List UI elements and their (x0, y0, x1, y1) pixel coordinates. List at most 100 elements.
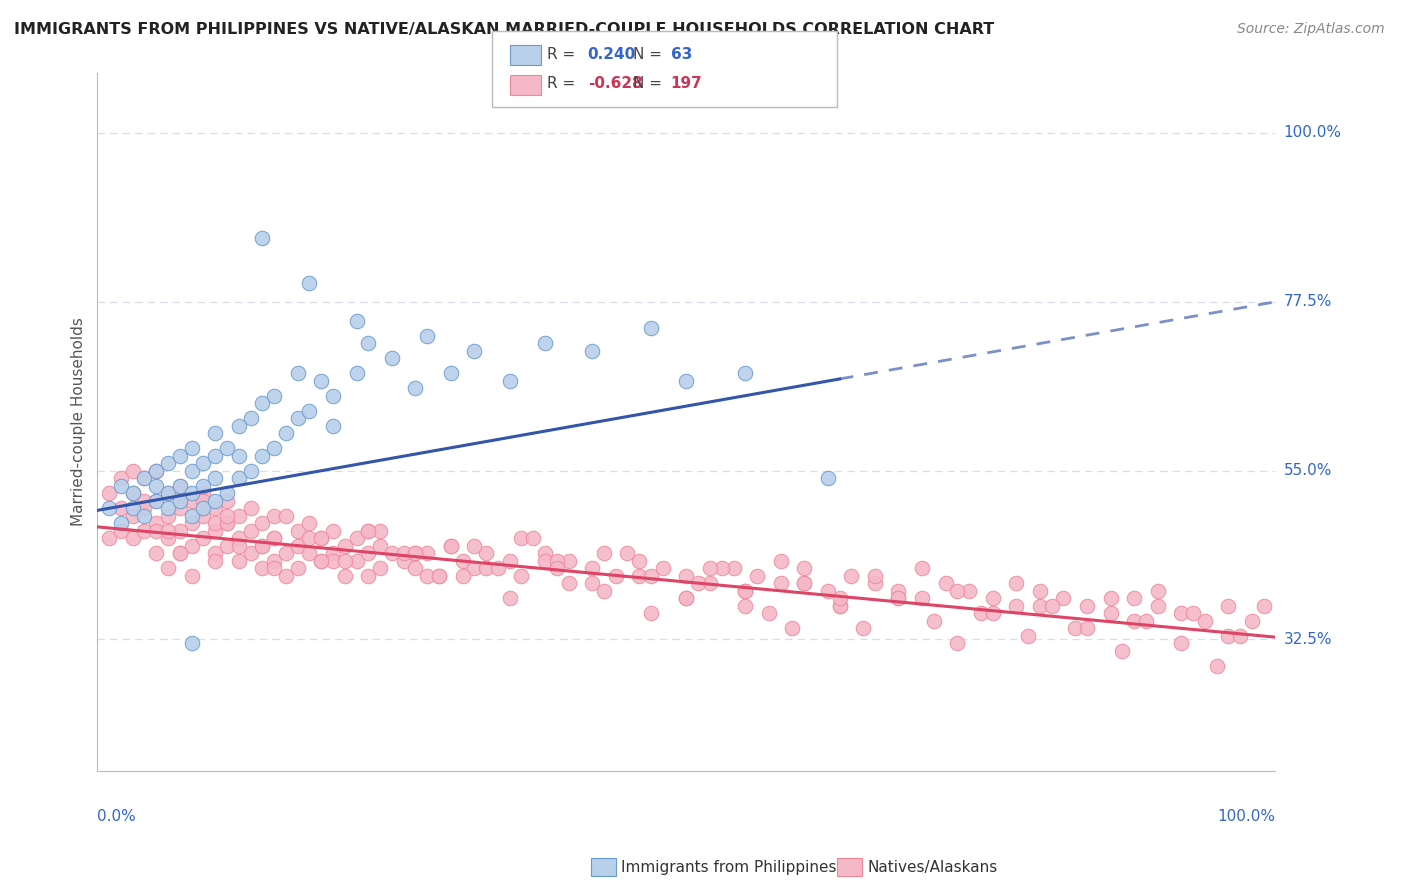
Point (769, 554, 792, 568)
Point (368, 539, 391, 553)
Point (427, 568, 450, 582)
Point (239, 411, 262, 425)
Point (392, 546, 415, 560)
Point (499, 591, 522, 606)
Point (1005, 576, 1028, 591)
Point (651, 561, 673, 575)
Point (145, 546, 167, 560)
Point (252, 539, 274, 553)
Point (228, 449, 250, 463)
Point (287, 561, 309, 575)
Point (817, 471, 839, 485)
Point (416, 546, 439, 560)
Point (169, 478, 191, 492)
Point (346, 554, 368, 568)
Point (169, 524, 191, 538)
Point (110, 478, 132, 492)
Point (1205, 658, 1227, 673)
Point (309, 374, 332, 388)
Point (404, 546, 426, 560)
Point (134, 471, 156, 485)
Point (782, 621, 804, 635)
Point (404, 561, 426, 575)
Point (1099, 591, 1122, 606)
Point (1218, 599, 1240, 613)
Point (298, 276, 321, 290)
Point (534, 546, 557, 560)
Point (157, 486, 180, 500)
Point (180, 636, 202, 650)
Point (215, 441, 238, 455)
Point (309, 531, 332, 545)
Point (416, 328, 439, 343)
Point (946, 583, 969, 598)
Point (98, 531, 121, 545)
Point (110, 524, 132, 538)
Point (758, 606, 780, 620)
Point (769, 576, 792, 591)
Text: N =: N = (633, 47, 666, 62)
Point (193, 531, 215, 545)
Point (675, 591, 697, 606)
Text: R =: R = (547, 47, 581, 62)
Point (793, 576, 815, 591)
Point (134, 501, 156, 516)
Point (628, 568, 651, 582)
Point (863, 568, 886, 582)
Point (263, 531, 285, 545)
Point (1170, 636, 1192, 650)
Point (180, 539, 202, 553)
Point (463, 539, 485, 553)
Point (287, 524, 309, 538)
Point (204, 426, 226, 441)
Point (215, 516, 238, 530)
Point (180, 464, 202, 478)
Point (204, 449, 226, 463)
Point (675, 591, 697, 606)
Point (1123, 614, 1146, 628)
Text: 0.0%: 0.0% (97, 809, 136, 824)
Point (970, 606, 993, 620)
Text: 0.240: 0.240 (588, 47, 636, 62)
Point (228, 471, 250, 485)
Point (1099, 606, 1122, 620)
Point (287, 366, 309, 380)
Point (522, 531, 544, 545)
Point (546, 554, 568, 568)
Point (134, 493, 156, 508)
Point (204, 501, 226, 516)
Point (699, 561, 721, 575)
Point (381, 351, 404, 365)
Point (699, 576, 721, 591)
Point (1253, 599, 1275, 613)
Text: R =: R = (547, 77, 581, 91)
Point (486, 561, 509, 575)
Point (852, 621, 875, 635)
Point (1111, 643, 1133, 657)
Point (263, 561, 285, 575)
Point (1181, 606, 1204, 620)
Point (169, 486, 191, 500)
Point (1194, 614, 1216, 628)
Point (416, 568, 439, 582)
Point (121, 486, 143, 500)
Point (204, 493, 226, 508)
Point (1240, 614, 1263, 628)
Point (322, 418, 344, 433)
Point (357, 524, 380, 538)
Point (427, 568, 450, 582)
Point (252, 396, 274, 410)
Point (263, 508, 285, 523)
Point (193, 456, 215, 470)
Point (263, 554, 285, 568)
Point (204, 554, 226, 568)
Point (157, 486, 180, 500)
Point (381, 546, 404, 560)
Point (793, 576, 815, 591)
Point (157, 501, 180, 516)
Point (887, 583, 910, 598)
Point (309, 554, 332, 568)
Text: 100.0%: 100.0% (1218, 809, 1275, 824)
Point (475, 546, 498, 560)
Point (239, 524, 262, 538)
